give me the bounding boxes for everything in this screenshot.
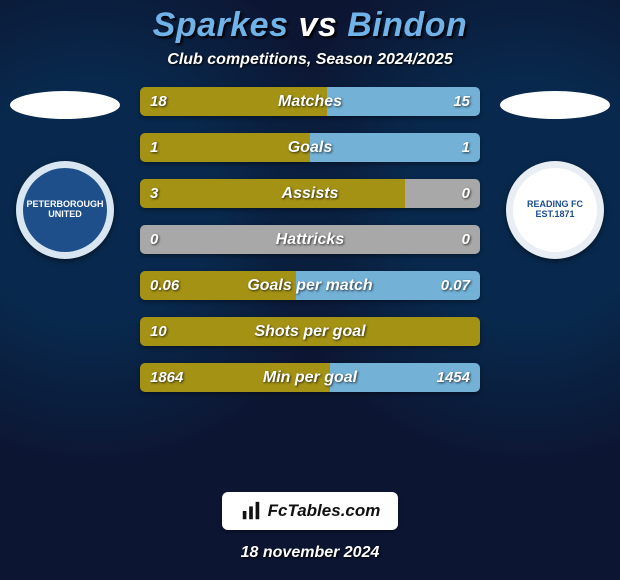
stat-bars: Matches1815Goals11Assists30Hattricks00Go…	[140, 87, 480, 392]
stat-left-value: 0	[150, 225, 158, 254]
right-club-badge-text: READING FC EST.1871	[517, 200, 593, 220]
chart-icon	[240, 500, 262, 522]
stat-row: Matches1815	[140, 87, 480, 116]
page-title: Sparkes vs Bindon	[153, 6, 468, 45]
stat-right-value: 15	[453, 87, 470, 116]
title-right-player: Bindon	[347, 6, 467, 44]
title-vs: vs	[298, 6, 337, 44]
stat-right-value: 1	[462, 133, 470, 162]
stat-right-value: 0	[462, 179, 470, 208]
stat-left-value: 18	[150, 87, 167, 116]
left-club-badge: PETERBOROUGH UNITED	[16, 161, 114, 259]
content-root: Sparkes vs Bindon Club competitions, Sea…	[0, 0, 620, 580]
stat-row: Assists30	[140, 179, 480, 208]
right-club-badge-inner: READING FC EST.1871	[513, 168, 597, 252]
stat-right-value: 0.07	[441, 271, 470, 300]
stat-left-segment	[140, 225, 310, 254]
stat-left-value: 3	[150, 179, 158, 208]
stat-right-value: 0	[462, 225, 470, 254]
stat-row: Goals11	[140, 133, 480, 162]
stat-row: Goals per match0.060.07	[140, 271, 480, 300]
stat-left-segment	[140, 87, 327, 116]
stat-left-segment	[140, 317, 480, 346]
site-logo-text: FcTables.com	[268, 501, 381, 521]
footer-date: 18 november 2024	[241, 544, 380, 562]
right-side: READING FC EST.1871	[490, 87, 620, 259]
left-side: PETERBOROUGH UNITED	[0, 87, 130, 259]
stat-left-segment	[140, 179, 405, 208]
stat-left-value: 0.06	[150, 271, 179, 300]
site-logo[interactable]: FcTables.com	[222, 492, 399, 530]
stat-right-segment	[310, 133, 480, 162]
stat-right-segment	[310, 225, 480, 254]
left-ellipse	[10, 91, 120, 119]
footer: FcTables.com 18 november 2024	[0, 492, 620, 562]
right-club-badge: READING FC EST.1871	[506, 161, 604, 259]
title-left-player: Sparkes	[153, 6, 289, 44]
subtitle: Club competitions, Season 2024/2025	[167, 51, 452, 69]
stat-left-value: 1864	[150, 363, 183, 392]
right-ellipse	[500, 91, 610, 119]
stat-left-value: 1	[150, 133, 158, 162]
stat-left-value: 10	[150, 317, 167, 346]
left-club-badge-text: PETERBOROUGH UNITED	[27, 200, 104, 220]
stat-row: Hattricks00	[140, 225, 480, 254]
left-club-badge-inner: PETERBOROUGH UNITED	[23, 168, 107, 252]
stat-left-segment	[140, 133, 310, 162]
stat-row: Shots per goal10	[140, 317, 480, 346]
stat-row: Min per goal18641454	[140, 363, 480, 392]
stat-right-value: 1454	[437, 363, 470, 392]
